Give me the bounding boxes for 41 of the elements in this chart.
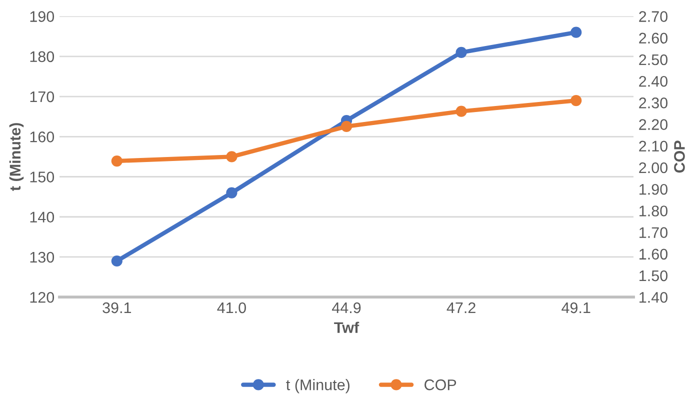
point <box>456 46 467 58</box>
point <box>340 120 352 132</box>
y2-tick-label: 2.20 <box>639 119 668 130</box>
y-axis-title: t (Minute) <box>9 123 24 191</box>
point <box>111 255 122 267</box>
legend-label: t (Minute) <box>286 379 350 394</box>
y-tick-label: 140 <box>30 212 54 223</box>
y2-tick-label: 1.40 <box>640 292 668 303</box>
y2-tick-label: 2.40 <box>639 76 668 87</box>
y2-tick-label: 2.00 <box>639 162 668 174</box>
point <box>226 151 238 162</box>
y-tick-label: 180 <box>30 51 54 62</box>
y-tick-label: 130 <box>30 252 54 263</box>
y2-tick-label: 2.60 <box>639 32 668 44</box>
y2-tick-label: 1.50 <box>640 270 668 282</box>
x-tick-label: 44.9 <box>332 302 361 314</box>
point <box>570 94 582 106</box>
x-tick-label: 41.0 <box>217 302 246 314</box>
point <box>111 155 122 167</box>
y-tick-label: 150 <box>30 172 54 182</box>
point <box>570 26 582 38</box>
y-tick-label: 120 <box>30 292 54 303</box>
y-tick-label: 160 <box>30 132 54 142</box>
point <box>226 187 238 198</box>
x-tick-label: 47.2 <box>446 302 476 314</box>
y2-axis-title: COP <box>674 140 685 173</box>
y2-tick-label: 1.60 <box>640 248 668 260</box>
y2-tick-label: 1.70 <box>640 227 668 238</box>
x-tick-label: 49.1 <box>562 302 590 314</box>
y2-tick-label: 1.90 <box>640 184 668 195</box>
y2-tick-label: 2.50 <box>639 54 668 66</box>
y-tick-label: 190 <box>30 11 54 22</box>
y2-tick-label: 2.30 <box>639 98 668 108</box>
y2-tick-label: 2.70 <box>639 11 668 22</box>
legend-label: COP <box>424 379 456 390</box>
x-tick-label: 39.1 <box>102 302 132 314</box>
y2-tick-label: 1.80 <box>640 206 668 216</box>
point <box>456 106 467 117</box>
x-axis-title: Twf <box>334 322 360 333</box>
y-tick-label: 170 <box>30 91 54 102</box>
y2-tick-label: 2.10 <box>639 140 668 152</box>
